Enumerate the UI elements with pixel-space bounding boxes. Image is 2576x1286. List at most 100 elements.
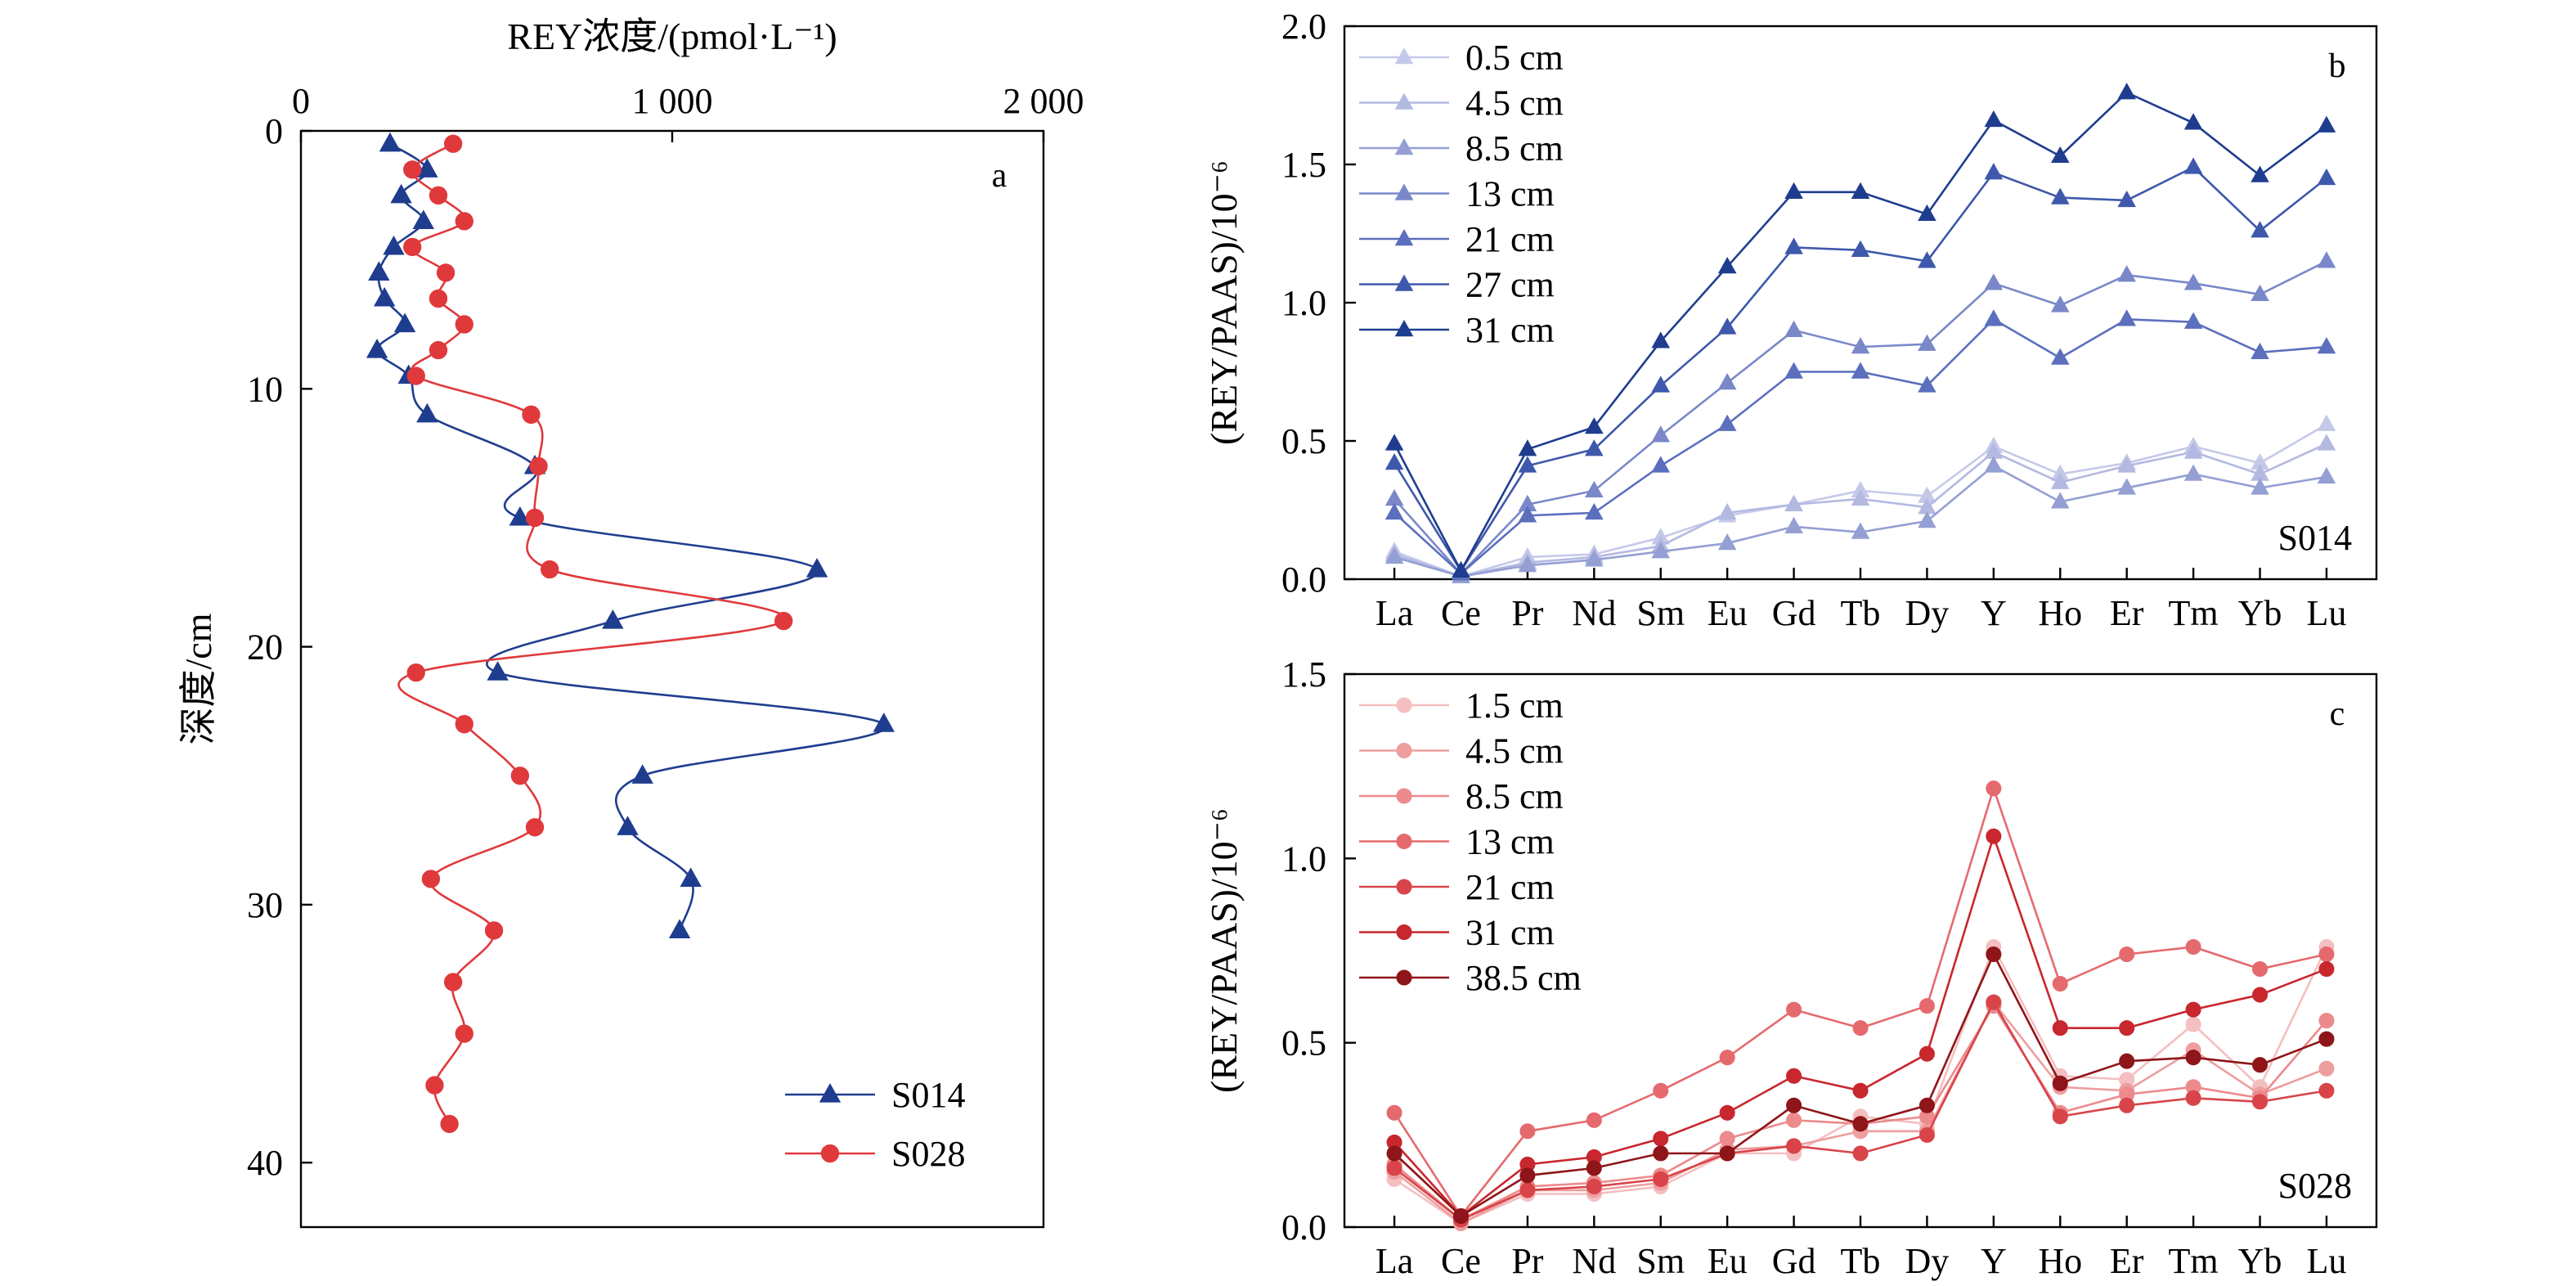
x-tick-label: Sm xyxy=(1636,1241,1685,1281)
data-point xyxy=(1784,320,1803,337)
data-point xyxy=(2119,946,2135,963)
data-point xyxy=(1784,182,1803,199)
data-point xyxy=(1386,1104,1402,1121)
data-point xyxy=(1717,317,1737,335)
data-point xyxy=(806,557,828,578)
data-point xyxy=(1786,1068,1802,1084)
data-point xyxy=(2185,938,2201,956)
data-point xyxy=(1984,110,2004,128)
data-point xyxy=(455,1024,473,1043)
data-point xyxy=(1518,439,1537,456)
data-point xyxy=(2183,442,2203,459)
data-point xyxy=(2251,1057,2269,1073)
data-point xyxy=(1384,502,1404,520)
x-tick-label: Dy xyxy=(1905,593,1950,633)
data-point xyxy=(1585,439,1604,456)
data-point xyxy=(2183,312,2203,329)
data-point xyxy=(1984,309,2004,326)
data-point xyxy=(1653,1082,1669,1099)
data-point xyxy=(1986,994,2002,1010)
data-point xyxy=(2318,1082,2335,1099)
legend-marker xyxy=(1396,742,1412,759)
data-point xyxy=(2117,190,2136,208)
legend-label: 8.5 cm xyxy=(1465,776,1564,816)
data-point xyxy=(1452,560,1470,578)
legend-marker xyxy=(1394,137,1414,155)
data-point xyxy=(2251,961,2269,978)
legend-marker xyxy=(1396,788,1412,804)
data-point xyxy=(1651,542,1671,559)
data-point xyxy=(1919,1097,1935,1113)
data-point xyxy=(510,767,530,785)
data-point xyxy=(2050,146,2070,164)
x-tick-label: Lu xyxy=(2306,593,2346,633)
data-point xyxy=(541,560,559,579)
y-tick-label: 1.5 xyxy=(1281,654,1326,695)
legend-label: 13 cm xyxy=(1465,822,1555,862)
data-point xyxy=(421,870,441,888)
legend-label: 4.5 cm xyxy=(1465,731,1564,771)
data-point xyxy=(2183,157,2203,174)
data-point xyxy=(1586,1160,1602,1176)
data-point xyxy=(1717,533,1737,551)
data-point xyxy=(2318,1013,2335,1029)
legend-label: 4.5 cm xyxy=(1465,83,1564,124)
x-tick-label: 2 000 xyxy=(1003,81,1084,121)
data-point xyxy=(1918,251,1936,268)
data-point xyxy=(1653,1145,1669,1162)
legend-label: 1.5 cm xyxy=(1465,686,1564,726)
data-point xyxy=(2052,976,2068,992)
data-point xyxy=(1719,1104,1735,1121)
panel-b-s014-pattern: 0.0 0.5 1.0 1.5 2.0 La Ce Pr Nd Sm Eu Gd Tb Dy Y Ho Er Tm… xyxy=(1203,7,2378,633)
x-tick-label: La xyxy=(1376,593,1413,633)
data-point xyxy=(2251,284,2269,302)
data-point xyxy=(2185,1090,2201,1106)
data-point xyxy=(1651,331,1671,348)
data-point xyxy=(1586,1112,1602,1128)
data-point xyxy=(2317,337,2336,354)
data-point xyxy=(1519,1167,1536,1184)
legend-marker xyxy=(1396,833,1412,850)
x-axis-title: REY浓度/(pmol·L⁻¹) xyxy=(507,16,837,57)
x-tick-label: Tb xyxy=(1841,593,1881,633)
data-point xyxy=(1386,1160,1402,1176)
data-point xyxy=(455,715,473,734)
data-point xyxy=(1585,417,1604,434)
data-point xyxy=(429,340,448,360)
legend-label: 38.5 cm xyxy=(1465,958,1582,998)
data-point xyxy=(455,212,473,231)
y-tick-label: 30 xyxy=(247,885,283,925)
data-point xyxy=(1786,1001,1802,1018)
x-tick-label: Er xyxy=(2110,593,2144,633)
data-point xyxy=(1717,502,1737,520)
x-tick-label: Lu xyxy=(2306,1241,2346,1281)
data-point xyxy=(1986,828,2002,844)
data-point xyxy=(1717,414,1737,431)
data-point xyxy=(1919,1126,1935,1143)
data-point xyxy=(1384,546,1404,564)
data-point xyxy=(1918,334,1936,351)
data-point xyxy=(1851,488,1870,506)
data-point xyxy=(525,508,545,528)
x-tick-label: Tm xyxy=(2169,1241,2219,1281)
series-line-S014 xyxy=(375,142,887,931)
data-point xyxy=(2119,1053,2135,1069)
data-point xyxy=(487,661,509,681)
data-point xyxy=(1851,362,1870,379)
y-axis-title: 深度/cm xyxy=(177,613,219,744)
data-point xyxy=(429,186,448,205)
data-point xyxy=(403,237,422,257)
legend-marker xyxy=(1394,274,1414,291)
x-tick-label: Ce xyxy=(1441,593,1481,633)
data-point xyxy=(1784,237,1803,254)
x-tick-label: Ho xyxy=(2038,1241,2082,1281)
x-tick-label: Gd xyxy=(1772,593,1816,633)
data-point xyxy=(1984,163,2004,180)
legend-marker xyxy=(1394,47,1414,65)
data-point xyxy=(1518,456,1537,473)
data-point xyxy=(631,764,653,784)
data-point xyxy=(1786,1097,1802,1113)
y-axis-title: (REY/PAAS)/10⁻⁶ xyxy=(1203,160,1245,445)
legend-label: 8.5 cm xyxy=(1465,128,1564,169)
data-point xyxy=(1851,337,1870,354)
